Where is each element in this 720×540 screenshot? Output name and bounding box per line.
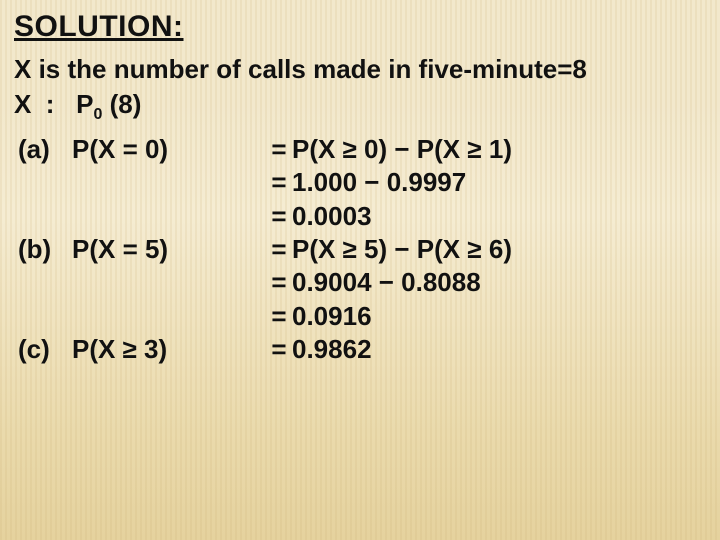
eq-a-row2: = 1.000 − 0.9997 <box>18 169 706 196</box>
equals-sign: = <box>266 169 292 196</box>
equals-sign: = <box>266 236 292 263</box>
solution-heading: SOLUTION: <box>14 10 706 44</box>
equals-sign: = <box>266 336 292 363</box>
eq-a-row3: = 0.0003 <box>18 203 706 230</box>
eq-b-lhs: P(X = 5) <box>72 234 168 264</box>
eq-b-rhs3: 0.0916 <box>292 303 372 330</box>
eq-c-rhs1: 0.9862 <box>292 336 372 363</box>
eq-a-row1: (a)P(X = 0) = P(X ≥ 0) − P(X ≥ 1) <box>18 136 706 163</box>
equals-sign: = <box>266 203 292 230</box>
part-b-label: (b) <box>18 236 72 263</box>
x-distribution: X : P0 (8) <box>14 89 706 124</box>
slide: SOLUTION: X is the number of calls made … <box>0 0 720 540</box>
eq-a-rhs1: P(X ≥ 0) − P(X ≥ 1) <box>292 136 512 163</box>
equations-block: (a)P(X = 0) = P(X ≥ 0) − P(X ≥ 1) = 1.00… <box>18 136 706 363</box>
eq-b-row3: = 0.0916 <box>18 303 706 330</box>
eq-b-row1: (b)P(X = 5) = P(X ≥ 5) − P(X ≥ 6) <box>18 236 706 263</box>
x-description: X is the number of calls made in five-mi… <box>14 54 706 85</box>
eq-b-row2: = 0.9004 − 0.8088 <box>18 269 706 296</box>
part-a-label: (a) <box>18 136 72 163</box>
equals-sign: = <box>266 303 292 330</box>
equals-sign: = <box>266 136 292 163</box>
eq-a-rhs2: 1.000 − 0.9997 <box>292 169 466 196</box>
eq-a-lhs: P(X = 0) <box>72 134 168 164</box>
eq-c-row1: (c)P(X ≥ 3) = 0.9862 <box>18 336 706 363</box>
equals-sign: = <box>266 269 292 296</box>
eq-c-lhs: P(X ≥ 3) <box>72 334 167 364</box>
eq-a-rhs3: 0.0003 <box>292 203 372 230</box>
eq-b-rhs1: P(X ≥ 5) − P(X ≥ 6) <box>292 236 512 263</box>
part-c-label: (c) <box>18 336 72 363</box>
eq-b-rhs2: 0.9004 − 0.8088 <box>292 269 481 296</box>
